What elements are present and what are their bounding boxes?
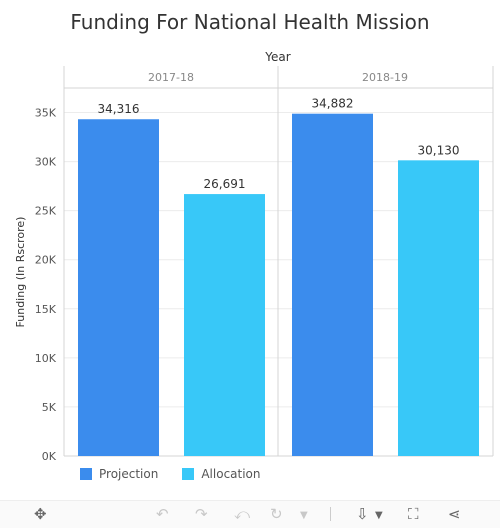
legend: Projection Allocation	[80, 467, 261, 481]
legend-swatch	[182, 468, 195, 480]
undo-icon[interactable]: ↶	[156, 505, 169, 523]
refresh-icon[interactable]: ↻	[270, 505, 283, 523]
legend-item-projection[interactable]: Projection	[80, 467, 158, 481]
y-axis-label: Funding (In Rscrore)	[14, 217, 27, 328]
toolbar-separator	[330, 507, 331, 521]
data-label: 30,130	[418, 143, 460, 157]
move-icon[interactable]: ✥	[34, 505, 47, 523]
legend-item-allocation[interactable]: Allocation	[182, 467, 261, 481]
legend-label: Allocation	[201, 467, 261, 481]
fullscreen-icon[interactable]: ⛶	[408, 505, 419, 523]
revert-icon[interactable]: ⤺	[234, 505, 251, 523]
y-tick-label: 30K	[35, 156, 57, 169]
bar-allocation-2018-19[interactable]	[398, 160, 479, 456]
y-tick-label: 25K	[35, 205, 57, 218]
bar-allocation-2017-18[interactable]	[184, 194, 265, 456]
chart-title: Funding For National Health Mission	[70, 10, 430, 34]
download-icon[interactable]: ⇩	[356, 505, 369, 523]
toolbar: ✥ ↶ ↷ ⤺ ↻ ▼ ⇩ ▼ ⛶ ⋖	[0, 500, 500, 528]
bar-projection-2018-19[interactable]	[292, 113, 373, 456]
data-label: 34,882	[312, 97, 354, 111]
y-tick-label: 5K	[42, 401, 57, 414]
y-tick-label: 15K	[35, 303, 57, 316]
data-label: 34,316	[98, 102, 140, 116]
data-label: 26,691	[204, 177, 246, 191]
refresh-menu-chevron-icon[interactable]: ▼	[300, 510, 308, 521]
redo-icon[interactable]: ↷	[195, 505, 208, 523]
y-tick-label: 35K	[35, 107, 57, 120]
y-tick-label: 0K	[42, 450, 57, 463]
legend-label: Projection	[99, 467, 159, 481]
download-menu-chevron-icon[interactable]: ▼	[375, 510, 383, 521]
share-icon[interactable]: ⋖	[448, 505, 461, 523]
column-header: Year	[264, 50, 290, 64]
category-label: 2018-19	[362, 71, 408, 84]
y-tick-label: 10K	[35, 352, 57, 365]
category-label: 2017-18	[148, 71, 194, 84]
legend-swatch	[80, 468, 92, 480]
y-tick-label: 20K	[35, 254, 57, 267]
bar-projection-2017-18[interactable]	[78, 119, 159, 456]
